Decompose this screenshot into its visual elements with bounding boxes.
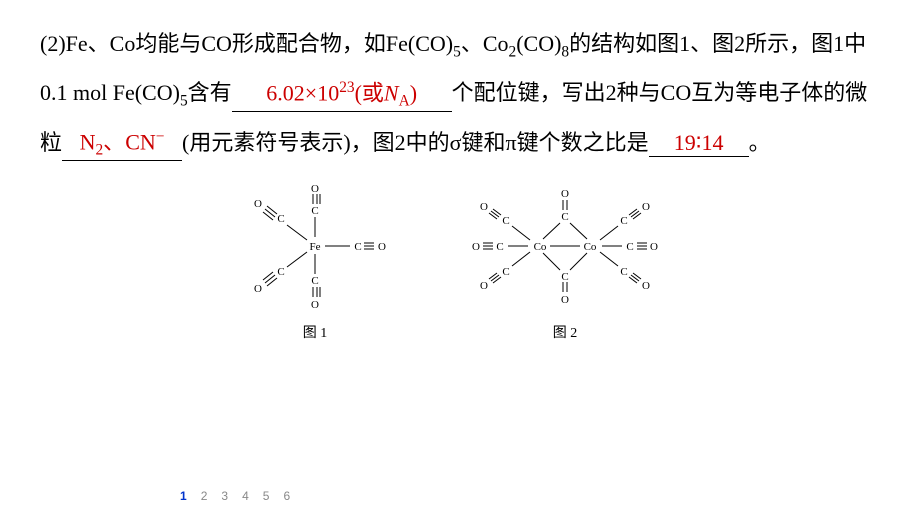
svg-text:C: C: [626, 241, 633, 253]
answer3: 19∶14: [674, 130, 724, 155]
answer1-b: (或: [355, 80, 384, 105]
sub4: 5: [180, 93, 188, 110]
svg-text:Fe: Fe: [310, 241, 321, 253]
svg-text:C: C: [620, 215, 627, 227]
svg-text:C: C: [561, 211, 568, 223]
answer1-na-n: N: [384, 80, 399, 105]
svg-text:C: C: [502, 266, 509, 278]
svg-text:O: O: [254, 283, 262, 295]
svg-text:C: C: [561, 271, 568, 283]
mid4: 含有: [188, 80, 232, 105]
svg-text:O: O: [480, 280, 488, 292]
svg-text:O: O: [480, 201, 488, 213]
answer2-a: N: [80, 130, 96, 155]
page-2[interactable]: 2: [201, 489, 208, 503]
diagram-1: O C Fe C O C O C O C O: [240, 182, 390, 342]
page-3[interactable]: 3: [221, 489, 228, 503]
tail: 。: [749, 130, 771, 155]
svg-text:C: C: [277, 266, 284, 278]
svg-text:O: O: [642, 201, 650, 213]
question-text: (2)Fe、Co均能与CO形成配合物，如Fe(CO)5、Co2(CO)8的结构如…: [40, 20, 880, 167]
svg-text:O: O: [650, 241, 658, 253]
svg-text:O: O: [472, 241, 480, 253]
svg-text:O: O: [311, 299, 319, 311]
page-4[interactable]: 4: [242, 489, 249, 503]
svg-text:C: C: [311, 205, 318, 217]
mid6: (用元素符号表示)，图2中的σ键和π键个数之比是: [182, 130, 649, 155]
svg-text:O: O: [378, 241, 386, 253]
blank-2: N2、CN−: [62, 128, 182, 161]
svg-text:O: O: [561, 188, 569, 200]
svg-text:C: C: [311, 275, 318, 287]
diagram-2-label: 图 2: [450, 322, 680, 342]
answer2-sep: 、: [103, 130, 125, 155]
blank-3: 19∶14: [649, 130, 749, 157]
answer1-sup: 23: [339, 79, 354, 96]
svg-text:O: O: [642, 280, 650, 292]
text-prefix: (2)Fe、Co均能与CO形成配合物，如Fe(CO): [40, 31, 453, 56]
mid1: 、Co: [461, 31, 509, 56]
diagram-2: Co Co C O C O C O C O: [450, 182, 680, 342]
svg-text:C: C: [354, 241, 361, 253]
blank-1: 6.02×1023(或NA): [232, 79, 452, 112]
svg-text:O: O: [311, 183, 319, 195]
svg-text:O: O: [254, 198, 262, 210]
svg-text:O: O: [561, 294, 569, 306]
co2co8-structure: Co Co C O C O C O C O: [450, 182, 680, 312]
svg-text:C: C: [277, 213, 284, 225]
sub1: 5: [453, 43, 461, 60]
pager: 1 2 3 4 5 6: [180, 489, 290, 503]
page-6[interactable]: 6: [283, 489, 290, 503]
answer1-a: 6.02×10: [266, 80, 339, 105]
svg-text:C: C: [620, 266, 627, 278]
diagram-1-label: 图 1: [240, 322, 390, 342]
mid2: (CO): [516, 31, 561, 56]
svg-text:C: C: [502, 215, 509, 227]
svg-text:C: C: [496, 241, 503, 253]
svg-text:Co: Co: [584, 241, 597, 253]
diagram-container: O C Fe C O C O C O C O: [40, 182, 880, 342]
sub3: 8: [561, 43, 569, 60]
answer2-b: CN: [125, 130, 156, 155]
answer1-na-a: A: [399, 93, 410, 110]
page-5[interactable]: 5: [263, 489, 270, 503]
svg-text:Co: Co: [534, 241, 547, 253]
answer2-b-sup: −: [156, 128, 165, 145]
feco5-structure: O C Fe C O C O C O C O: [240, 182, 390, 312]
page-1[interactable]: 1: [180, 489, 187, 503]
answer1-c: ): [410, 80, 417, 105]
